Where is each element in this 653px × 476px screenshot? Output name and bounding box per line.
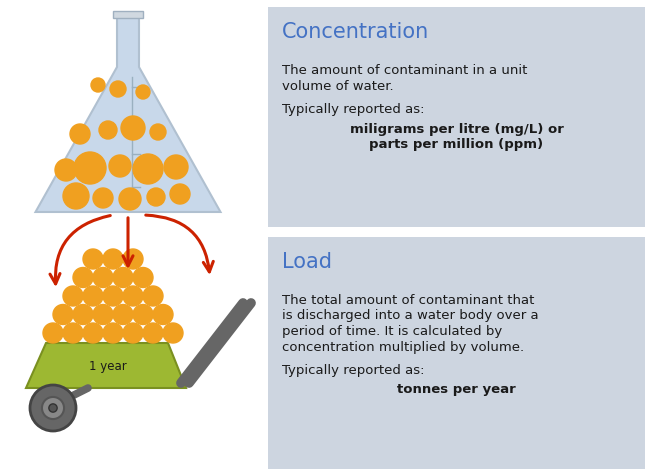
Text: volume of water.: volume of water. [282, 79, 394, 92]
Circle shape [109, 156, 131, 178]
Circle shape [121, 117, 145, 141]
Circle shape [83, 323, 103, 343]
Polygon shape [35, 18, 221, 213]
Text: The total amount of contaminant that: The total amount of contaminant that [282, 293, 534, 307]
Circle shape [73, 305, 93, 325]
Circle shape [150, 125, 166, 141]
Circle shape [147, 188, 165, 207]
Text: concentration multiplied by volume.: concentration multiplied by volume. [282, 340, 524, 353]
Circle shape [133, 268, 153, 288]
Circle shape [123, 287, 143, 307]
Text: Typically reported as:: Typically reported as: [282, 363, 424, 376]
Circle shape [83, 287, 103, 307]
Circle shape [91, 79, 105, 93]
Circle shape [74, 153, 106, 185]
Circle shape [55, 159, 77, 182]
Circle shape [83, 249, 103, 269]
Text: is discharged into a water body over a: is discharged into a water body over a [282, 309, 539, 322]
Circle shape [43, 323, 63, 343]
Circle shape [133, 305, 153, 325]
Circle shape [113, 305, 133, 325]
Circle shape [93, 268, 113, 288]
Circle shape [93, 188, 113, 208]
Bar [113, 12, 143, 19]
Text: Concentration: Concentration [282, 22, 429, 42]
Text: The amount of contaminant in a unit: The amount of contaminant in a unit [282, 64, 528, 77]
Circle shape [103, 249, 123, 269]
Circle shape [103, 287, 123, 307]
Circle shape [30, 385, 76, 431]
Text: Load: Load [282, 251, 332, 271]
Circle shape [99, 122, 117, 140]
Circle shape [49, 404, 57, 412]
Text: parts per million (ppm): parts per million (ppm) [370, 138, 543, 151]
Circle shape [170, 185, 190, 205]
Circle shape [119, 188, 141, 210]
Circle shape [164, 156, 188, 179]
Circle shape [73, 268, 93, 288]
Circle shape [63, 184, 89, 209]
Circle shape [133, 155, 163, 185]
Text: miligrams per litre (mg/L) or: miligrams per litre (mg/L) or [349, 122, 564, 135]
Text: Typically reported as:: Typically reported as: [282, 103, 424, 116]
Text: 1 year: 1 year [89, 360, 127, 373]
Text: period of time. It is calculated by: period of time. It is calculated by [282, 324, 502, 337]
Circle shape [113, 268, 133, 288]
Circle shape [70, 125, 90, 145]
Circle shape [136, 86, 150, 100]
Circle shape [123, 249, 143, 269]
Bar [268, 238, 645, 469]
Circle shape [143, 287, 163, 307]
Circle shape [123, 323, 143, 343]
Circle shape [63, 323, 83, 343]
Circle shape [53, 305, 73, 325]
Circle shape [93, 305, 113, 325]
Circle shape [110, 82, 126, 98]
Bar [268, 8, 645, 228]
Text: tonnes per year: tonnes per year [397, 383, 516, 396]
Circle shape [63, 287, 83, 307]
Circle shape [143, 323, 163, 343]
Circle shape [103, 323, 123, 343]
Circle shape [153, 305, 173, 325]
Circle shape [42, 397, 64, 419]
Polygon shape [26, 343, 186, 388]
Circle shape [163, 323, 183, 343]
